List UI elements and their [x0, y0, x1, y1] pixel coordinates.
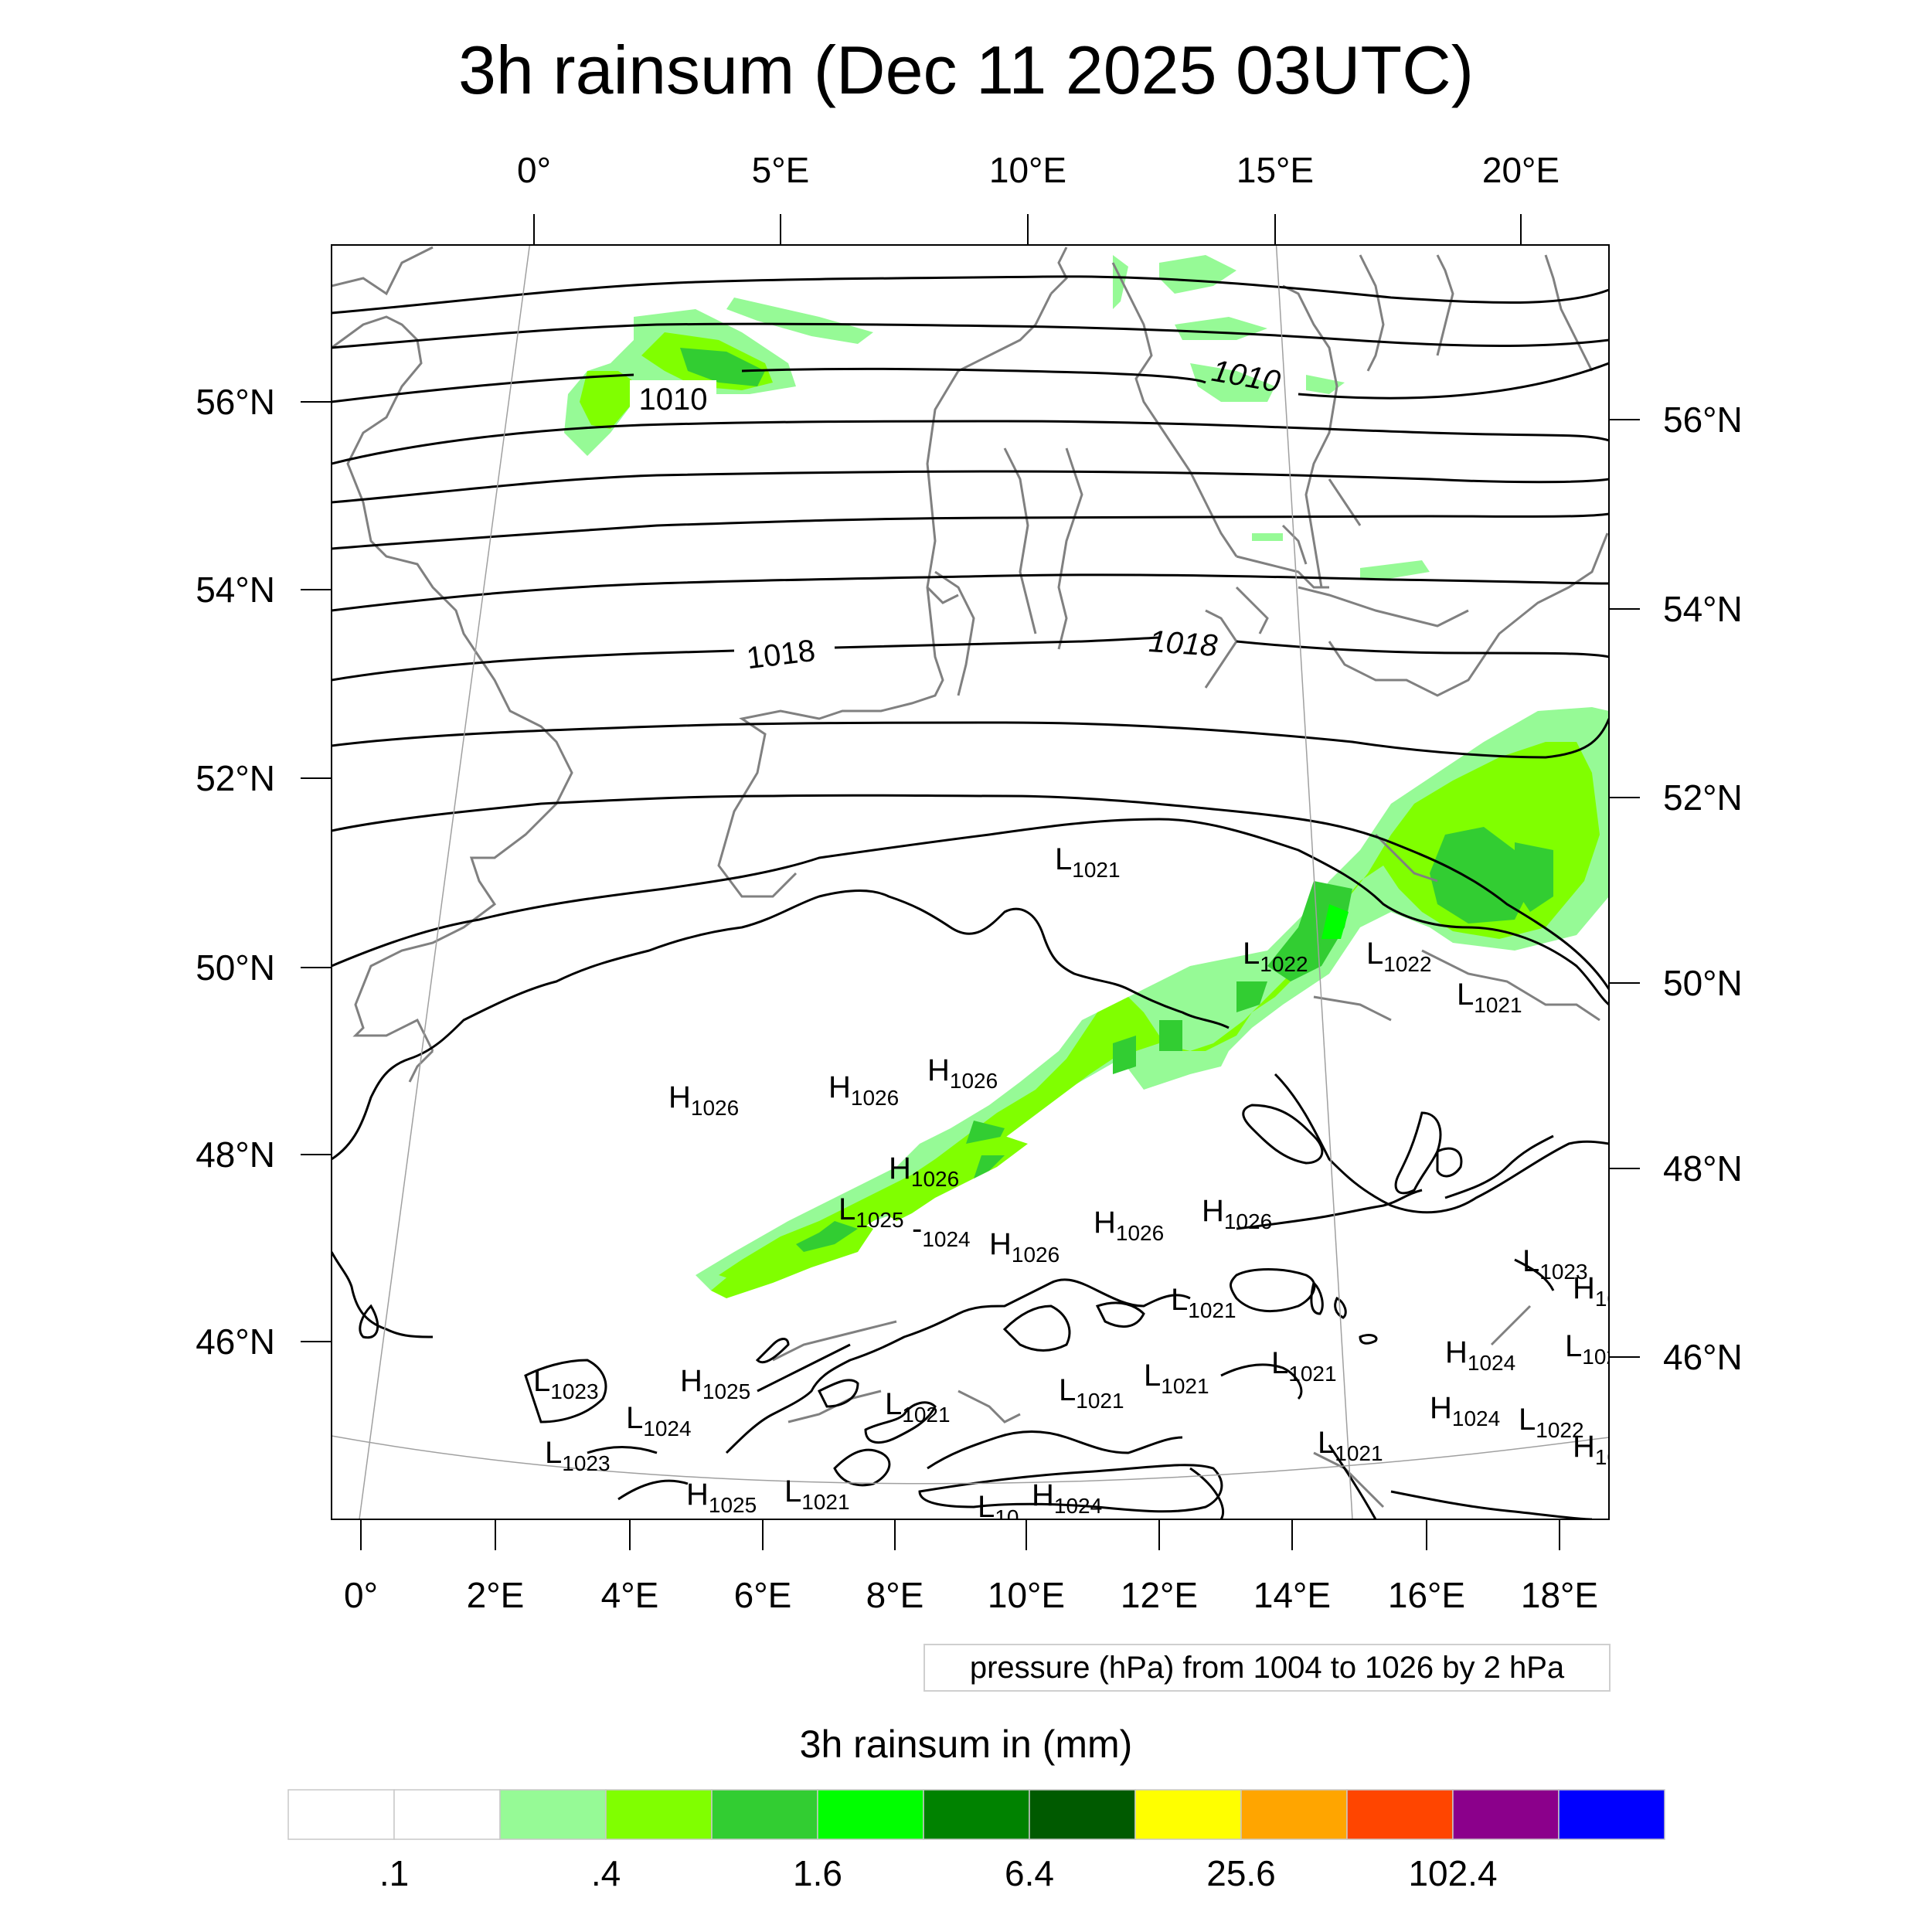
map-frame — [331, 244, 1610, 1520]
bottom-lon-label: 12°E — [1121, 1575, 1198, 1615]
rain-field-alps — [711, 1136, 1028, 1298]
pressure-contour-info: pressure (hPa) from 1004 to 1026 by 2 hP… — [923, 1644, 1611, 1692]
right-lat-label: 56°N — [1663, 400, 1743, 440]
right-lat-label: 48°N — [1663, 1148, 1743, 1189]
left-lat-label: 54°N — [196, 570, 275, 610]
isobar-label: 1010 — [639, 383, 708, 417]
low-pressure-label: L1021 — [1059, 1373, 1124, 1413]
left-ticks — [301, 401, 332, 1342]
low-pressure-label: L1021 — [1171, 1283, 1236, 1322]
bottom-ticks — [360, 1519, 1560, 1550]
bottom-lon-label: 2°E — [467, 1575, 525, 1615]
isobars — [332, 275, 1609, 1519]
low-pressure-label: L1023 — [533, 1364, 599, 1403]
right-lat-label: 50°N — [1663, 963, 1743, 1003]
high-pressure-label: H1026 — [927, 1053, 998, 1093]
bottom-lon-label: 6°E — [734, 1575, 792, 1615]
high-pressure-label: H1024 — [1445, 1335, 1515, 1375]
low-pressure-label: L1021 — [885, 1387, 951, 1427]
isobar-label: 1018 — [1148, 624, 1219, 663]
low-pressure-label: L1021 — [784, 1475, 850, 1514]
top-lon-label: 5°E — [752, 150, 810, 190]
low-pressure-label: L1024 — [626, 1401, 692, 1440]
low-pressure-label: L102 — [1565, 1329, 1618, 1369]
left-lat-label: 48°N — [196, 1134, 275, 1175]
left-lat-label: 52°N — [196, 758, 275, 798]
top-lon-label: 15°E — [1236, 150, 1314, 190]
right-ticks — [1609, 419, 1640, 1358]
map-area — [332, 245, 1609, 1519]
low-pressure-label: L1022 — [1243, 937, 1308, 976]
low-pressure-label: L1021 — [1055, 842, 1121, 882]
left-lat-label: 50°N — [196, 947, 275, 988]
top-lon-label: 10°E — [989, 150, 1066, 190]
rain-field-central-europe — [696, 707, 1609, 1291]
low-pressure-label: L1021 — [1457, 978, 1522, 1017]
bottom-lon-label: 16°E — [1388, 1575, 1465, 1615]
bottom-lon-label: 8°E — [866, 1575, 924, 1615]
high-pressure-label: H1025 — [686, 1478, 757, 1517]
low-pressure-label: L10 — [978, 1490, 1019, 1529]
high-pressure-label: H1025 — [680, 1364, 750, 1403]
left-lat-label: 46°N — [196, 1321, 275, 1362]
low-pressure-label: L1021 — [1318, 1426, 1383, 1465]
low-pressure-label: L1023 — [545, 1436, 611, 1475]
low-pressure-label: L1022 — [1366, 937, 1432, 976]
bottom-lon-label: 18°E — [1521, 1575, 1598, 1615]
low-pressure-label: L1021 — [1144, 1359, 1209, 1398]
top-lon-label: 0° — [517, 150, 551, 190]
top-lon-label: 20°E — [1482, 150, 1560, 190]
high-pressure-label: H1026 — [1202, 1194, 1272, 1233]
low-pressure-label: L1021 — [1271, 1346, 1337, 1386]
right-lat-label: 54°N — [1663, 589, 1743, 629]
high-pressure-label: H1026 — [668, 1080, 739, 1120]
high-pressure-label: H1026 — [1094, 1206, 1164, 1245]
isobar-labels: 1010 1010 1018 1018 — [630, 354, 1283, 676]
bottom-lon-label: 0° — [344, 1575, 378, 1615]
high-pressure-label: H1026 — [989, 1227, 1060, 1267]
map-title: 3h rainsum (Dec 11 2025 03UTC) — [457, 32, 1475, 108]
right-lat-label: 52°N — [1663, 777, 1743, 818]
bottom-lon-label: 14°E — [1253, 1575, 1331, 1615]
low-pressure-label: -1024 — [912, 1212, 971, 1251]
high-pressure-label: H10 — [1573, 1430, 1619, 1469]
high-pressure-label: H1026 — [889, 1151, 959, 1191]
colorbar-title: 3h rainsum in (mm) — [799, 1723, 1133, 1766]
left-tick-labels: 56°N 54°N 52°N 50°N 48°N 46°N — [196, 382, 275, 1362]
graticule — [332, 245, 1609, 1519]
right-tick-labels: 56°N 54°N 52°N 50°N 48°N 46°N — [1663, 400, 1743, 1377]
bottom-lon-label: 4°E — [601, 1575, 659, 1615]
top-ticks — [533, 214, 1522, 245]
high-pressure-label: H10 — [1573, 1271, 1619, 1311]
high-pressure-label: H1024 — [1032, 1478, 1102, 1518]
bottom-tick-labels: 0° 2°E 4°E 6°E 8°E 10°E 12°E 14°E 16°E 1… — [344, 1575, 1598, 1615]
bottom-lon-label: 10°E — [988, 1575, 1065, 1615]
isobar-label: 1018 — [745, 634, 818, 676]
low-pressure-label: L1025 — [838, 1192, 904, 1232]
left-lat-label: 56°N — [196, 382, 275, 422]
low-pressure-label: L1023 — [1522, 1244, 1588, 1284]
right-lat-label: 46°N — [1663, 1337, 1743, 1377]
high-pressure-label: H1026 — [828, 1070, 899, 1110]
top-tick-labels: 0° 5°E 10°E 15°E 20°E — [517, 150, 1560, 190]
low-pressure-label: L1022 — [1519, 1403, 1584, 1442]
high-pressure-label: H1024 — [1430, 1391, 1500, 1430]
